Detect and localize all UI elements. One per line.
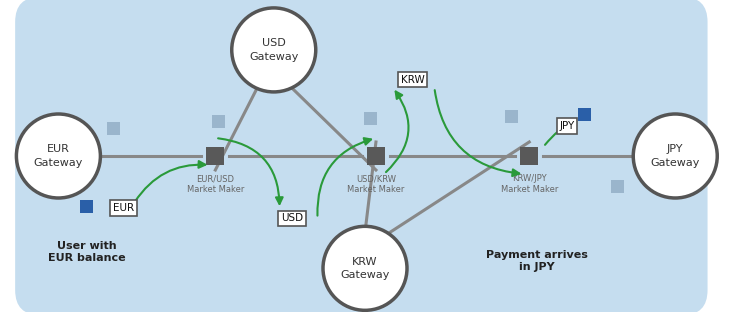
Bar: [577, 108, 591, 120]
Bar: [520, 147, 538, 165]
Text: JPY
Gateway: JPY Gateway: [650, 144, 700, 168]
Text: EUR
Gateway: EUR Gateway: [34, 144, 83, 168]
FancyBboxPatch shape: [15, 0, 707, 312]
Bar: [367, 147, 385, 165]
Circle shape: [16, 114, 101, 198]
Text: KRW
Gateway: KRW Gateway: [340, 257, 390, 280]
Bar: [212, 115, 225, 128]
Bar: [80, 199, 93, 212]
Text: USD: USD: [281, 213, 303, 223]
Text: KRW/JPY
Market Maker: KRW/JPY Market Maker: [501, 174, 558, 194]
Bar: [364, 111, 377, 124]
Text: User with
EUR balance: User with EUR balance: [47, 241, 126, 263]
Circle shape: [231, 8, 316, 92]
Text: KRW: KRW: [401, 75, 424, 85]
Text: EUR/USD
Market Maker: EUR/USD Market Maker: [187, 174, 244, 194]
Text: EUR: EUR: [113, 203, 134, 213]
Bar: [611, 179, 623, 193]
Circle shape: [323, 226, 407, 310]
Circle shape: [633, 114, 718, 198]
Bar: [207, 147, 224, 165]
Text: USD
Gateway: USD Gateway: [249, 38, 299, 61]
Bar: [504, 110, 518, 123]
Text: JPY: JPY: [560, 121, 575, 131]
Bar: [107, 121, 120, 134]
Text: Payment arrives
in JPY: Payment arrives in JPY: [485, 250, 588, 272]
Text: USD/KRW
Market Maker: USD/KRW Market Maker: [347, 174, 404, 194]
